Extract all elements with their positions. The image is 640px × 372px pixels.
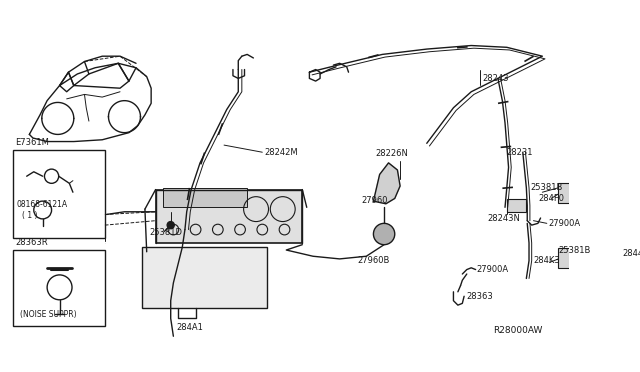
Bar xyxy=(156,190,302,243)
Text: 28226N: 28226N xyxy=(375,150,408,158)
Circle shape xyxy=(373,223,395,245)
Bar xyxy=(13,250,105,326)
Text: 284A1: 284A1 xyxy=(176,323,203,332)
Text: 27960B: 27960B xyxy=(357,256,390,265)
Bar xyxy=(163,188,247,207)
Text: 28442: 28442 xyxy=(622,249,640,258)
Text: E7361M: E7361M xyxy=(15,138,49,147)
Text: 25381B: 25381B xyxy=(558,246,591,254)
Text: 28242M: 28242M xyxy=(264,148,298,157)
Text: 28231: 28231 xyxy=(507,148,533,157)
Bar xyxy=(558,183,583,203)
Text: ( 1 ): ( 1 ) xyxy=(22,211,38,220)
Bar xyxy=(507,199,526,212)
Bar xyxy=(558,248,589,268)
Polygon shape xyxy=(373,163,400,204)
Text: R28000AW: R28000AW xyxy=(493,326,543,334)
Text: 28243N: 28243N xyxy=(487,214,520,222)
Bar xyxy=(13,150,105,238)
Text: 284K3: 284K3 xyxy=(534,256,560,265)
Text: 25381B: 25381B xyxy=(530,183,563,192)
Text: (NOISE SUPPR): (NOISE SUPPR) xyxy=(20,310,77,318)
Text: 284F0: 284F0 xyxy=(539,194,564,203)
Text: 27900A: 27900A xyxy=(548,219,580,228)
Circle shape xyxy=(167,222,174,229)
Text: 28363: 28363 xyxy=(467,292,493,301)
Text: 27900A: 27900A xyxy=(477,265,509,274)
Bar xyxy=(142,247,267,308)
Text: 28243: 28243 xyxy=(482,74,508,83)
Text: 28363R: 28363R xyxy=(15,238,48,247)
Text: 25381D: 25381D xyxy=(149,228,182,237)
Text: 08168-6121A: 08168-6121A xyxy=(17,200,68,209)
Text: 27960: 27960 xyxy=(362,196,388,205)
